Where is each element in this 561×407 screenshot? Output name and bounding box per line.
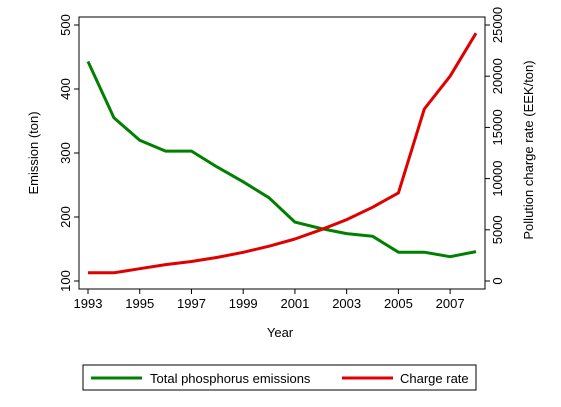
legend-box [82, 364, 477, 391]
series-line-charge-rate [88, 32, 478, 275]
y-tick-label: 300 [58, 142, 73, 164]
y2-tick-label: 5000 [490, 215, 505, 244]
y-tick-label: 100 [58, 270, 73, 292]
legend: Total phosphorus emissions Charge rate [82, 364, 477, 391]
y-tick-label: 400 [58, 78, 73, 100]
y-tick-label: 200 [58, 206, 73, 228]
x-axis-ticks: 1993 1995 1997 1999 2001 2003 2005 2007 [74, 289, 465, 311]
x-tick-label: 1993 [74, 296, 103, 311]
x-tick-label: 1995 [125, 296, 154, 311]
series-line-phosphorus [86, 60, 477, 259]
x-tick-label: 1997 [177, 296, 206, 311]
legend-label-phosphorus: Total phosphorus emissions [150, 371, 311, 386]
y2-axis-label: Pollution charge rate (EEK/ton) [521, 60, 536, 239]
y2-tick-label: 15000 [490, 109, 505, 145]
y2-tick-label: 20000 [490, 58, 505, 94]
y-axis-label: Emission (ton) [26, 111, 41, 194]
series-layer [86, 32, 478, 275]
y2-tick-label: 0 [490, 277, 505, 284]
legend-label-charge-rate: Charge rate [400, 371, 469, 386]
x-tick-label: 2005 [384, 296, 413, 311]
y-axis-ticks: 100 200 300 400 500 [58, 14, 79, 292]
x-axis-label: Year [267, 325, 294, 340]
x-tick-label: 2003 [332, 296, 361, 311]
y2-tick-label: 10000 [490, 161, 505, 197]
y2-axis-ticks: 0 5000 10000 15000 20000 25000 [485, 7, 505, 285]
x-tick-label: 2001 [280, 296, 309, 311]
y2-tick-label: 25000 [490, 7, 505, 43]
x-tick-label: 1999 [229, 296, 258, 311]
y-tick-label: 500 [58, 14, 73, 36]
x-tick-label: 2007 [436, 296, 465, 311]
